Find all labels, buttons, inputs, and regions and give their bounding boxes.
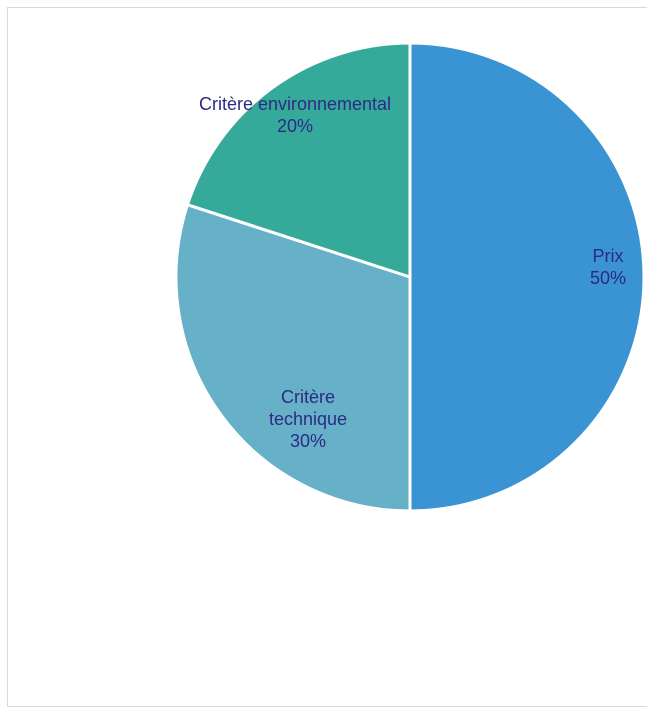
pie-slice-crit-re-technique xyxy=(174,203,412,513)
slice-percent-label: 20% xyxy=(277,116,313,136)
slice-percent-label: 30% xyxy=(290,431,326,451)
slice-name-label: Prix xyxy=(593,246,624,266)
pie-slice-crit-re-environnemental xyxy=(185,41,412,279)
slice-percent-label: 50% xyxy=(590,268,626,288)
slice-name-label: Critère environnemental xyxy=(199,94,391,114)
slice-name-label: technique xyxy=(269,409,347,429)
slice-name-label: Critère xyxy=(281,387,335,407)
pie-chart: Prix 50% Critère technique 30% Critère enviro… xyxy=(174,41,646,513)
slice-label-prix: Prix 50% xyxy=(590,246,626,288)
slice-label-crit-re-technique: Critère technique 30% xyxy=(269,387,347,451)
pie-slice-prix xyxy=(408,41,646,513)
slice-label-crit-re-environnemental: Critère environnemental 20% xyxy=(199,94,391,136)
